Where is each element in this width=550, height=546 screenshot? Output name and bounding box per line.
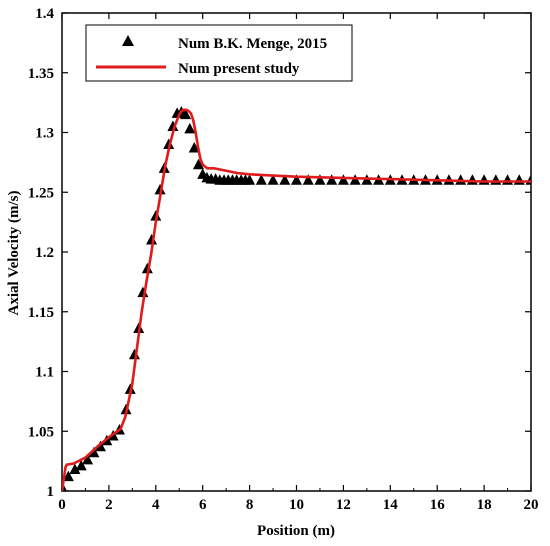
reference-data-point — [314, 174, 326, 185]
reference-data-point — [267, 174, 279, 185]
reference-data-point — [88, 446, 100, 458]
reference-data-point — [128, 348, 140, 360]
reference-data-point — [163, 138, 175, 149]
y-tick-label: 1.25 — [28, 185, 54, 201]
reference-data-point — [192, 158, 204, 170]
reference-data-point — [255, 174, 267, 185]
reference-data-point — [154, 183, 166, 195]
reference-data-point — [466, 174, 478, 185]
y-axis-title: Axial Velocity (m/s) — [6, 191, 22, 316]
reference-data-point — [326, 174, 338, 185]
reference-data-point — [75, 459, 87, 471]
legend-label-reference: Num B.K. Menge, 2015 — [178, 36, 327, 52]
reference-data-point — [146, 234, 158, 245]
reference-data-point — [167, 120, 179, 132]
reference-data-point — [337, 174, 349, 185]
reference-data-point — [279, 174, 291, 185]
reference-data-point — [94, 440, 106, 452]
legend-triangle-marker — [122, 35, 134, 46]
y-tick-label: 1.1 — [35, 365, 54, 381]
reference-data-point — [244, 174, 256, 185]
x-axis-ticks: 0 2 4 6 8 10 12 14 16 18 20 — [58, 13, 539, 513]
plot-frame — [61, 12, 532, 492]
x-tick-label: 6 — [199, 497, 207, 513]
x-tick-label: 20 — [524, 497, 539, 513]
present-study-line — [62, 108, 531, 491]
y-tick-label: 1 — [47, 484, 55, 500]
y-tick-label: 1.15 — [28, 305, 54, 321]
x-tick-label: 16 — [430, 497, 446, 513]
y-tick-label: 1.3 — [35, 126, 54, 142]
reference-data-point — [490, 174, 502, 185]
reference-data-point — [188, 142, 200, 153]
reference-data-point — [141, 262, 153, 274]
reference-data-point — [62, 470, 74, 482]
x-tick-label: 8 — [246, 497, 254, 513]
y-tick-label: 1.4 — [35, 6, 54, 22]
x-tick-label: 12 — [336, 497, 351, 513]
y-axis-ticks: 1 1.05 1.1 1.15 1.2 1.25 1.3 1.35 1.4 — [28, 6, 531, 500]
legend-box — [85, 24, 353, 82]
reference-data-point — [349, 174, 361, 185]
reference-data-point — [69, 463, 81, 474]
reference-data-point — [180, 108, 192, 120]
series-layer — [62, 106, 531, 491]
reference-data-point — [525, 174, 531, 185]
reference-data-point — [302, 174, 314, 185]
reference-data-point — [513, 174, 525, 185]
reference-data-point — [478, 174, 490, 185]
legend: Num B.K. Menge, 2015 Num present study — [85, 24, 353, 82]
legend-label-present: Num present study — [178, 61, 300, 77]
reference-data-point — [82, 453, 94, 465]
y-tick-label: 1.35 — [28, 66, 54, 82]
x-tick-label: 0 — [58, 497, 66, 513]
x-tick-label: 14 — [383, 497, 399, 513]
y-tick-label: 1.2 — [35, 245, 54, 261]
x-tick-label: 18 — [477, 497, 492, 513]
reference-data-point — [502, 174, 514, 185]
reference-data-point — [184, 122, 196, 134]
y-tick-label: 1.05 — [28, 424, 54, 440]
reference-data-point — [291, 174, 302, 185]
x-tick-label: 2 — [105, 497, 113, 513]
x-axis-title: Position (m) — [257, 523, 335, 539]
reference-data-point — [137, 286, 149, 298]
x-tick-label: 10 — [289, 497, 304, 513]
x-tick-label: 4 — [152, 497, 160, 513]
